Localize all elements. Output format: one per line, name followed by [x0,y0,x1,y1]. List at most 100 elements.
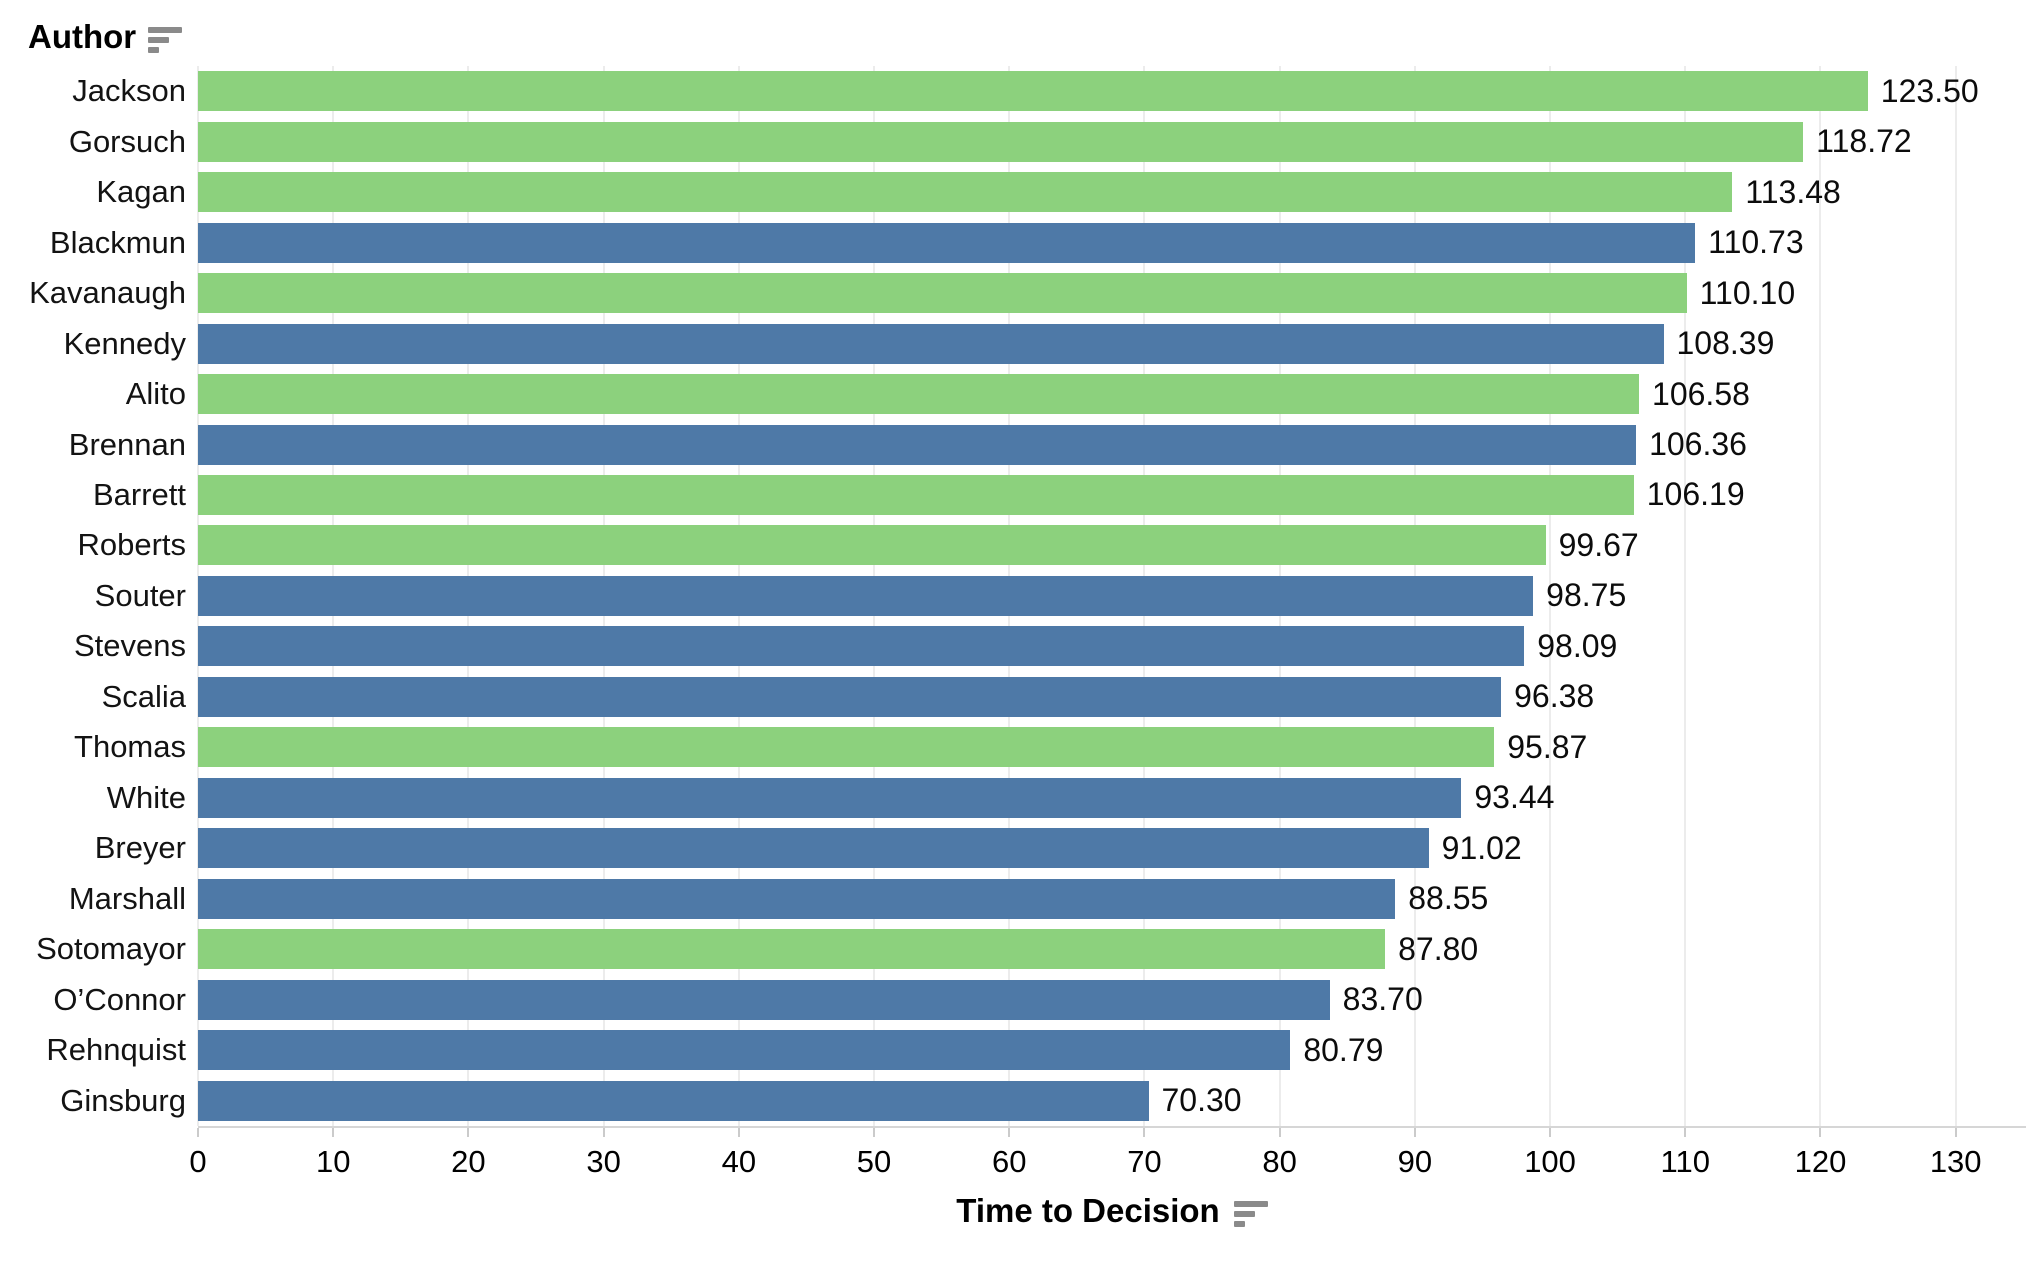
bar-barrett[interactable] [198,474,1634,515]
row-label: Rehnquist [46,1032,186,1068]
bar-souter[interactable] [198,575,1534,616]
x-tick [332,1128,335,1137]
x-tick [1819,1128,1822,1137]
x-tick-label: 50 [856,1144,892,1179]
bar-kagan[interactable] [198,172,1733,213]
bar-row: 123.50 [198,66,2026,116]
x-tick [1143,1128,1146,1137]
row-label: Alito [125,376,186,412]
x-tick-label: 20 [451,1144,486,1179]
bar-value-label: 98.09 [1537,627,1618,664]
bar-sotomayor[interactable] [198,929,1386,970]
bar-row: 91.02 [198,823,2026,873]
row-label: White [106,779,186,815]
bar-value-label: 106.36 [1649,426,1747,463]
bar-row: 110.10 [198,268,2026,318]
row-label: Kennedy [63,325,186,361]
gridline [1819,66,1822,1126]
bar-value-label: 123.50 [1880,72,1979,109]
bar-roberts[interactable] [198,525,1546,566]
bar-marshall[interactable] [198,878,1396,919]
bar-value-label: 96.38 [1514,678,1595,715]
bar-value-label: 113.48 [1745,173,1841,210]
x-tick-label: 40 [721,1144,757,1179]
bar-value-label: 108.39 [1676,325,1775,362]
x-tick [1549,1128,1552,1137]
bar-value-label: 87.80 [1398,930,1479,967]
x-tick-label: 120 [1794,1144,1847,1179]
x-tick [737,1128,740,1137]
row-label: Barrett [92,476,186,512]
row-label: Gorsuch [68,123,186,159]
x-tick-label: 70 [1127,1144,1162,1179]
bar-value-label: 118.72 [1816,123,1912,160]
bar-value-label: 106.19 [1646,476,1745,513]
bar-kavanaugh[interactable] [198,273,1687,314]
row-label: O’Connor [53,981,186,1017]
row-label: Sotomayor [36,931,186,967]
x-tick [1278,1128,1281,1137]
bar-kennedy[interactable] [198,323,1664,364]
bar-alito[interactable] [198,374,1640,415]
x-axis-sort-icon[interactable] [1233,1201,1268,1227]
bar-value-label: 80.79 [1303,1031,1384,1068]
x-axis: 0 10 20 30 40 50 60 70 80 90 100 110 120 130 [189,1126,2026,1208]
bar-row: 106.19 [198,470,2026,520]
bar-gorsuch[interactable] [198,121,1804,162]
bar-row: 88.55 [198,874,2026,924]
row-label: Thomas [74,729,186,765]
bar-brennan[interactable] [198,424,1637,465]
bar-row: 98.09 [198,621,2026,671]
bar-stevens[interactable] [198,626,1525,667]
bar-row: 118.72 [198,116,2026,166]
bar-row: 106.58 [198,369,2026,419]
bar-row: 96.38 [198,672,2026,722]
bar-row: 83.70 [198,974,2026,1024]
bar-breyer[interactable] [198,828,1429,869]
x-tick [197,1128,199,1137]
bar-row: 98.75 [198,571,2026,621]
bar-oconnor[interactable] [198,979,1330,1020]
x-tick-label: 30 [586,1144,621,1179]
row-label: Roberts [77,527,186,563]
bar-value-label: 83.70 [1342,981,1423,1018]
x-tick-label: 60 [991,1144,1027,1179]
bar-value-label: 95.87 [1507,728,1588,765]
bar-white[interactable] [198,777,1462,818]
bar-rows: 123.50 118.72 113.48 110.73 110.10 108.39 106.… [198,66,2026,1126]
x-axis-title: Time to Decision [956,1192,1220,1229]
bar-jackson[interactable] [198,71,1868,112]
row-label: Scalia [101,678,186,714]
x-tick [1684,1128,1687,1137]
bar-row: 87.80 [198,924,2026,974]
bar-row: 110.73 [198,217,2026,267]
bar-value-label: 70.30 [1161,1082,1242,1119]
row-label: Marshall [68,880,186,916]
bar-row: 99.67 [198,520,2026,570]
x-tick-label: 110 [1660,1144,1710,1179]
gridline [1954,66,1957,1126]
bar-value-label: 110.10 [1699,274,1796,311]
gridline [1549,66,1552,1126]
bar-rehnquist[interactable] [198,1030,1291,1071]
bar-value-label: 110.73 [1708,224,1804,261]
bar-thomas[interactable] [198,727,1495,768]
bar-scalia[interactable] [198,676,1502,717]
x-tick [1008,1128,1011,1137]
bar-row: 113.48 [198,167,2026,217]
author-sort-icon[interactable] [148,27,183,53]
bar-value-label: 91.02 [1441,829,1522,866]
bar-row: 93.44 [198,773,2026,823]
bar-row: 106.36 [198,419,2026,469]
row-label: Stevens [73,628,186,664]
row-label: Souter [94,577,186,613]
bar-blackmun[interactable] [198,222,1696,263]
bar-ginsburg[interactable] [198,1080,1149,1121]
bar-row: 70.30 [198,1075,2026,1125]
bar-value-label: 93.44 [1474,779,1555,816]
x-axis-title-block: Time to Decision [198,1192,2026,1230]
x-tick [467,1128,470,1137]
bar-row: 108.39 [198,318,2026,368]
x-tick-label: 10 [315,1144,351,1179]
